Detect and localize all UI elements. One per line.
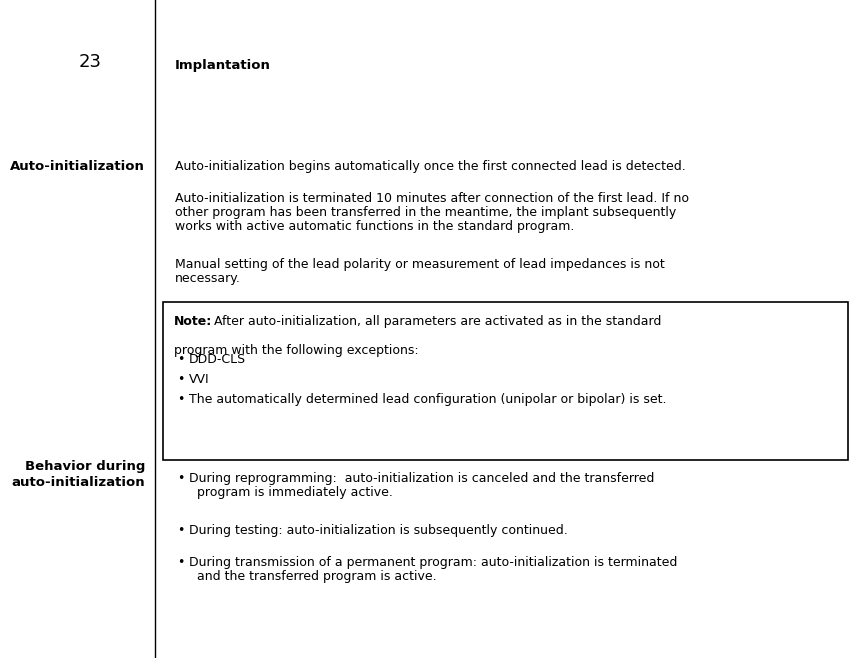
Text: •: • [177, 556, 184, 569]
Text: •: • [177, 393, 184, 406]
Text: Auto-initialization: Auto-initialization [10, 160, 145, 173]
Text: VVI: VVI [189, 373, 209, 386]
Text: •: • [177, 353, 184, 366]
Text: necessary.: necessary. [175, 272, 240, 285]
Text: auto-initialization: auto-initialization [11, 476, 145, 489]
Text: Implantation: Implantation [175, 59, 270, 72]
Text: •: • [177, 524, 184, 537]
Text: DDD-CLS: DDD-CLS [189, 353, 246, 366]
Text: Auto-initialization begins automatically once the first connected lead is detect: Auto-initialization begins automatically… [175, 160, 685, 173]
Text: program is immediately active.: program is immediately active. [197, 486, 393, 499]
Text: other program has been transferred in the meantime, the implant subsequently: other program has been transferred in th… [175, 206, 676, 219]
Text: During transmission of a permanent program: auto-initialization is terminated: During transmission of a permanent progr… [189, 556, 677, 569]
Text: Auto-initialization is terminated 10 minutes after connection of the first lead.: Auto-initialization is terminated 10 min… [175, 192, 688, 205]
Text: Behavior during: Behavior during [25, 460, 145, 473]
Text: Manual setting of the lead polarity or measurement of lead impedances is not: Manual setting of the lead polarity or m… [175, 258, 664, 271]
Text: •: • [177, 373, 184, 386]
Text: 23: 23 [78, 53, 102, 71]
Bar [163, 302, 847, 460]
Text: •: • [177, 472, 184, 485]
Text: and the transferred program is active.: and the transferred program is active. [197, 570, 437, 583]
Text: works with active automatic functions in the standard program.: works with active automatic functions in… [175, 220, 573, 233]
Text: The automatically determined lead configuration (unipolar or bipolar) is set.: The automatically determined lead config… [189, 393, 666, 406]
Text: Note:: Note: [174, 315, 212, 328]
Text: program with the following exceptions:: program with the following exceptions: [174, 344, 418, 357]
Text: During testing: auto-initialization is subsequently continued.: During testing: auto-initialization is s… [189, 524, 567, 537]
Text: During reprogramming:  auto-initialization is canceled and the transferred: During reprogramming: auto-initializatio… [189, 472, 653, 485]
Text: After auto-initialization, all parameters are activated as in the standard: After auto-initialization, all parameter… [206, 315, 660, 328]
